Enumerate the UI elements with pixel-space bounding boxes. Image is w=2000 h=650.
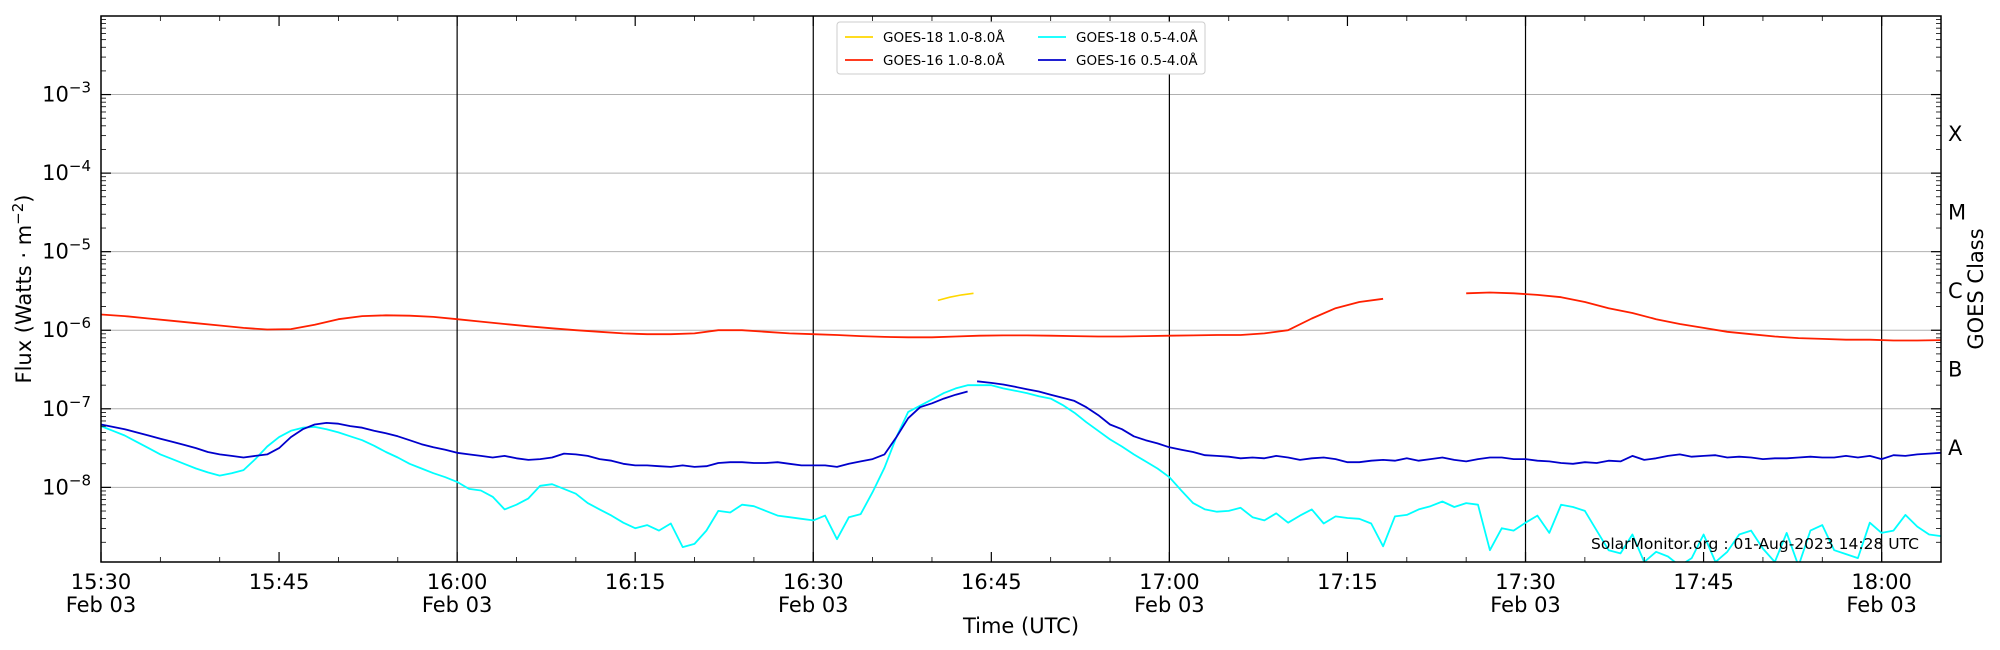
- goes-class-label-m: M: [1948, 200, 1966, 224]
- y2-axis-title: GOES Class: [1964, 228, 1988, 349]
- grid: [101, 16, 1941, 562]
- data-series: [101, 291, 1941, 562]
- x-tick-label-6: 17:00: [1139, 570, 1200, 594]
- legend-label-2: GOES-18 0.5-4.0Å: [1076, 29, 1198, 46]
- x-tick-date-4: Feb 03: [778, 593, 849, 617]
- legend-label-0: GOES-18 1.0-8.0Å: [883, 29, 1005, 46]
- x-tick-label-0: 15:30: [71, 570, 132, 594]
- x-tick-label-4: 16:30: [783, 570, 844, 594]
- series-line-0-0: [937, 292, 974, 302]
- series-line-1-1: [1466, 291, 1941, 342]
- goes-class-label-a: A: [1948, 436, 1963, 460]
- legend: GOES-18 1.0-8.0Å GOES-16 1.0-8.0Å GOES-18 …: [836, 21, 1206, 75]
- legend-label-1: GOES-16 1.0-8.0Å: [883, 52, 1005, 69]
- legend-label-3: GOES-16 0.5-4.0Å: [1076, 52, 1198, 69]
- x-tick-label-7: 17:15: [1317, 570, 1378, 594]
- goes-class-label-c: C: [1948, 279, 1963, 303]
- y-tick-label-2: 10−6: [42, 314, 91, 342]
- x-tick-label-8: 17:30: [1495, 570, 1556, 594]
- plot-frame: [100, 15, 1942, 563]
- y-axis-title: Flux (Watts · m−2): [9, 194, 36, 383]
- y-tick-label-5: 10−3: [42, 79, 91, 107]
- x-tick-date-2: Feb 03: [422, 593, 493, 617]
- y-tick-label-0: 10−8: [42, 471, 91, 499]
- x-tick-label-2: 16:00: [427, 570, 488, 594]
- x-axis-title: Time (UTC): [962, 614, 1079, 638]
- x-tick-label-10: 18:00: [1851, 570, 1912, 594]
- x-tick-label-1: 15:45: [249, 570, 310, 594]
- y-tick-label-3: 10−5: [42, 236, 91, 264]
- x-tick-date-6: Feb 03: [1134, 593, 1205, 617]
- series-line-2-0: [101, 384, 1941, 562]
- goes-class-label-b: B: [1948, 358, 1962, 382]
- series-line-3-1: [976, 380, 1941, 465]
- x-tick-label-9: 17:45: [1673, 570, 1734, 594]
- x-tick-date-8: Feb 03: [1490, 593, 1561, 617]
- y-tick-label-4: 10−4: [42, 157, 91, 185]
- x-tick-date-0: Feb 03: [66, 593, 137, 617]
- goes-class-label-x: X: [1948, 122, 1962, 146]
- x-tick-label-5: 16:45: [961, 570, 1022, 594]
- x-tick-label-3: 16:15: [605, 570, 666, 594]
- series-line-1-0: [101, 297, 1384, 339]
- x-tick-date-10: Feb 03: [1846, 593, 1917, 617]
- watermark: SolarMonitor.org : 01-Aug-2023 14:28 UTC: [1591, 535, 1919, 553]
- y-tick-label-1: 10−7: [42, 393, 91, 421]
- series-line-3-0: [101, 390, 968, 468]
- y-axis-title-text: Flux (Watts · m−2): [9, 194, 36, 383]
- legend-box: [836, 21, 1206, 75]
